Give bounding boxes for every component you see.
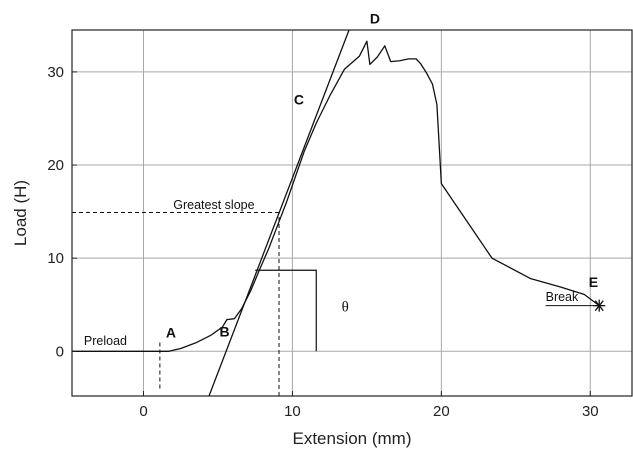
theta-angle-triangle xyxy=(255,269,317,352)
annotation-theta: θ xyxy=(342,299,349,315)
load-extension-curve-line xyxy=(72,40,600,352)
y-tick-label: 0 xyxy=(56,343,64,360)
x-axis-label: Extension (mm) xyxy=(292,429,411,448)
tick-labels: 0 10 20 30 0 10 20 30 xyxy=(47,64,598,420)
x-tick-label: 20 xyxy=(433,403,450,420)
axes xyxy=(71,29,633,397)
break-point-marker xyxy=(593,299,606,312)
y-tick-label: 20 xyxy=(47,157,64,174)
annotation-c: C xyxy=(294,92,304,108)
x-tick-label: 30 xyxy=(582,403,599,420)
annotation-preload: Preload xyxy=(84,334,127,348)
annotation-e: E xyxy=(589,274,598,290)
annotation-break: Break xyxy=(546,290,579,304)
annotation-d: D xyxy=(370,10,380,26)
y-tick-label: 30 xyxy=(47,64,64,81)
plot-frame xyxy=(71,29,633,397)
annotation-b: B xyxy=(219,323,229,339)
x-tick-label: 10 xyxy=(284,403,301,420)
annotations: Preload Greatest slope Break θ A B C D E xyxy=(72,10,606,396)
y-tick-label: 10 xyxy=(47,250,64,267)
annotation-greatest-slope: Greatest slope xyxy=(173,198,254,212)
y-axis-label: Load (H) xyxy=(11,180,30,246)
x-tick-label: 0 xyxy=(139,403,147,420)
annotation-a: A xyxy=(166,324,176,340)
